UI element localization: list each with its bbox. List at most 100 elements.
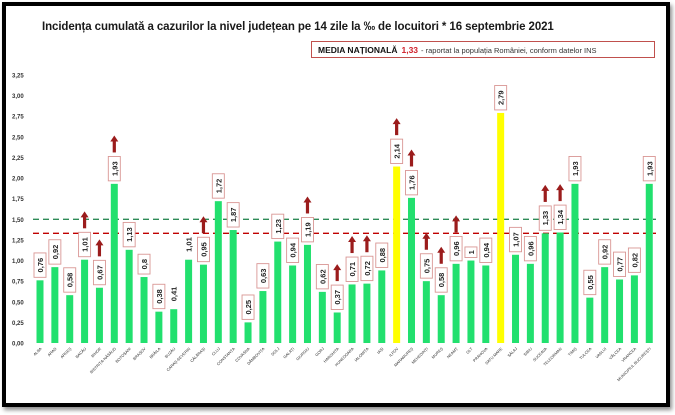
data-label-box [538,205,552,231]
data-label: 0,67 [92,259,106,286]
arrow-head [452,215,461,222]
arrow-head [556,184,565,191]
y-tick-label: 1,25 [12,238,24,244]
data-label: 0,96 [523,235,537,262]
data-label-box [226,202,240,228]
bar [363,283,371,343]
arrow-shaft [97,244,102,257]
data-label: 1,76 [405,170,418,196]
bar [541,233,549,343]
data-label: 1,72 [211,173,225,199]
bar [125,249,133,343]
data-label-box [375,242,389,268]
bar [259,291,267,343]
data-label-box [360,255,374,282]
arrow-shaft [350,241,354,254]
data-label-text: 0,62 [318,269,327,284]
data-label: 1 [464,246,478,258]
x-tick-label: CĂLĂRAȘI [189,346,206,363]
data-label-box [345,256,359,282]
bar [512,254,520,343]
arrow-head [392,118,401,125]
data-label-box [241,294,255,320]
data-label: 0,55 [583,269,597,296]
data-label-text: 0,94 [289,242,298,257]
arrow-shaft [201,221,206,234]
data-label: 0,41 [170,287,179,302]
bar [289,265,297,343]
data-label-text: 0,58 [66,273,75,288]
bar [348,284,356,343]
arrow-shaft [395,123,399,136]
data-label-text: 0,77 [616,257,625,272]
data-label-box [301,217,314,243]
data-label: 0,88 [375,242,389,268]
bar [244,322,252,343]
data-label-text: 0,92 [51,245,60,260]
bar [482,265,490,343]
chart-title: Incidența cumulată a cazurilor la nivel … [42,21,554,33]
bar [586,297,594,343]
x-tick-label: VASLUI [594,346,607,359]
x-tick-label: IALOMIȚA [353,346,370,363]
data-label: 0,58 [63,267,77,293]
data-label: 0,58 [434,267,448,293]
data-label-box [434,267,448,293]
x-tick-label: OLT [465,346,474,355]
data-label-text: 1,01 [81,237,90,252]
x-tick-label: ARGEȘ [59,346,72,359]
y-tick-label: 3,00 [12,94,24,100]
up-arrow-icon [452,215,461,233]
bar [303,244,311,343]
data-label-text: 0,71 [348,262,357,277]
data-label: 1,34 [553,204,567,230]
data-label-text: 1,13 [125,227,134,242]
data-label-text: 1,07 [512,232,521,247]
data-label-text: 0,58 [437,273,446,288]
x-tick-label: BOTOȘANI [114,346,132,364]
data-label-text: 0,25 [244,300,253,315]
data-label-text: 0,55 [586,275,595,290]
x-tick-label: ALBA [32,346,43,357]
data-label: 0,72 [360,255,374,282]
arrow-shaft [335,269,339,282]
data-label: 0,71 [345,256,359,282]
up-arrow-icon [199,216,208,234]
data-label-text: 0,38 [155,289,164,304]
x-tick-label: IAȘI [376,346,385,355]
arrow-head [199,216,208,223]
data-label: 0,37 [330,284,344,310]
data-label-text: 0,96 [452,241,461,256]
data-label: 1,93 [568,155,582,182]
up-arrow-icon [422,232,431,250]
x-tick-label: MUREȘ [430,346,444,360]
data-label: 2,14 [390,138,404,164]
data-label: 0,92 [598,239,612,265]
y-tick-label: 1,75 [12,197,24,203]
x-tick-label: GORJ [314,346,325,357]
y-tick-label: 2,75 [12,115,24,121]
data-label-box [256,263,270,289]
x-tick-label: ARAD [46,346,57,357]
data-label-text: 1,19 [303,222,312,237]
data-label-box [419,253,433,279]
data-label: 1,87 [226,202,240,228]
data-label-box [152,283,166,310]
data-label-box [479,237,493,263]
data-label-text: 0,94 [482,242,491,257]
bar [51,267,59,343]
data-label-text: 2,79 [497,90,506,105]
up-arrow-icon [541,184,550,202]
data-label-box [63,267,77,293]
data-label: 2,79 [494,85,508,111]
bar [393,166,401,343]
data-label: 1,13 [122,221,136,248]
bar [408,197,415,343]
data-label-box [92,259,106,286]
x-tick-label: BIHOR [90,346,102,358]
arrow-shaft [305,201,310,214]
data-label-box [449,235,463,262]
data-label-box [613,251,626,277]
reference-lines [33,218,656,235]
data-label-box [553,204,567,230]
